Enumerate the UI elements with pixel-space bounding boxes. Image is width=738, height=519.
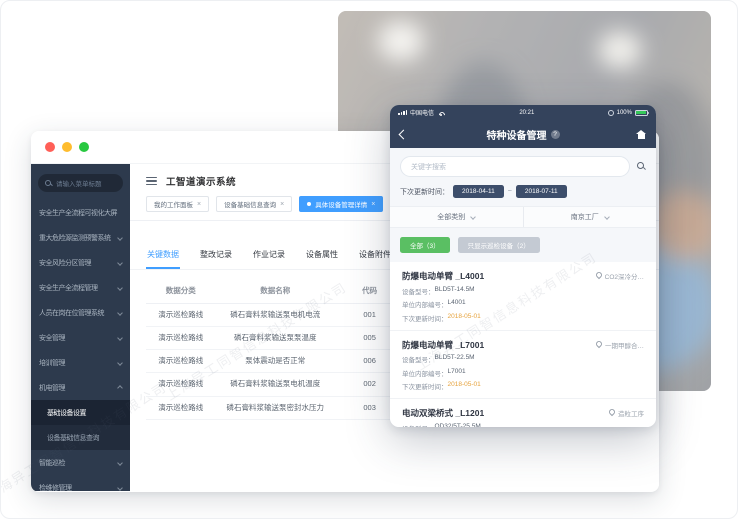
sidebar-item-safety-mgmt[interactable]: 安全管理: [31, 325, 130, 350]
equipment-title: 防爆电动单臂 _L7001: [402, 339, 485, 350]
col-data-name: 数据名称: [215, 278, 335, 304]
tab-work-records[interactable]: 作业记录: [253, 250, 285, 259]
tab-chip-device-info-query[interactable]: 设备基础信息查询 ×: [216, 196, 293, 212]
phone-nav-bar: 特种设备管理 ?: [390, 120, 656, 148]
chevron-down-icon: [117, 234, 123, 241]
active-dot-icon: [307, 202, 312, 206]
sidebar-item-risk-zone[interactable]: 安全风险分区管理: [31, 250, 130, 275]
chevron-down-icon: [117, 309, 123, 316]
chevron-down-icon: [470, 214, 477, 220]
equipment-card[interactable]: 电动双梁桥式 _L1201 造粒工序 设备型号：QD32/5T-25.5M 单位…: [390, 399, 656, 427]
chevron-up-icon: [117, 384, 123, 391]
model-value: BLD5T-14.5M: [434, 285, 475, 293]
close-window-button[interactable]: [45, 142, 55, 152]
clock-label: 20:21: [519, 109, 535, 116]
equipment-title: 电动双梁桥式 _L1201: [402, 408, 485, 418]
sidebar-search-placeholder: 请输入菜单标题: [56, 181, 102, 188]
chevron-down-icon: [603, 214, 610, 220]
chevron-down-icon: [117, 284, 123, 291]
equipment-location: CO2深冷分…: [596, 271, 644, 281]
close-icon[interactable]: ×: [280, 200, 285, 208]
next-update-value: 2018-05-01: [447, 312, 481, 320]
tab-device-attrs[interactable]: 设备属性: [306, 250, 338, 259]
filter-chips-row: 全部（3） 只显示巡检设备（2）: [400, 237, 646, 253]
dropdown-filter-row: 全部类别 南京工厂: [390, 206, 656, 228]
sidebar-item-smart-inspection[interactable]: 智能巡检: [31, 450, 130, 475]
sidebar-item-safety-process[interactable]: 安全生产全流程管理: [31, 275, 130, 300]
equipment-location: 造粒工序: [609, 408, 644, 418]
date-from-button[interactable]: 2018-04-11: [453, 185, 504, 198]
battery-icon: [634, 109, 650, 116]
date-separator: ~: [507, 188, 512, 195]
location-pin-icon: [596, 272, 602, 280]
wifi-icon: [437, 109, 446, 116]
sidebar-item-device-info-query[interactable]: 设备基础信息查询: [47, 434, 100, 442]
location-pin-icon: [596, 341, 602, 349]
sidebar-menu: 安全生产全流程可视化大屏 重大危险源监测预警系统 安全风险分区管理 安全生产全流…: [31, 200, 130, 491]
close-icon[interactable]: ×: [371, 200, 376, 208]
tab-chip-device-detail-active[interactable]: 具体设备管理详情 ×: [299, 196, 384, 212]
keyword-search-input[interactable]: 关键字搜索: [400, 156, 630, 177]
hamburger-menu-icon[interactable]: [146, 176, 157, 186]
home-icon[interactable]: [636, 129, 646, 139]
phone-page-title: 特种设备管理: [486, 130, 547, 142]
sidebar-item-training-mgmt[interactable]: 培训管理: [31, 350, 130, 375]
phone-status-bar: 中国电信 20:21 100%: [390, 105, 656, 120]
chevron-down-icon: [117, 259, 123, 266]
equipment-card-list: 防爆电动单臂 _L4001 CO2深冷分… 设备型号： BLD5T-14.5M 单…: [390, 262, 656, 427]
close-icon[interactable]: ×: [197, 200, 202, 208]
date-to-button[interactable]: 2018-07-11: [515, 185, 567, 198]
search-icon: [45, 179, 52, 187]
chevron-down-icon: [117, 359, 123, 366]
signal-icon: [398, 110, 407, 115]
chevron-down-icon: [117, 459, 123, 466]
model-value: QD32/5T-25.5M: [434, 422, 481, 428]
tab-chip-work-panel[interactable]: 我的工作面板 ×: [146, 196, 210, 212]
next-update-filter-label: 下次更新时间：: [400, 188, 449, 196]
factory-dropdown[interactable]: 南京工厂: [522, 207, 657, 227]
location-pin-icon: [609, 409, 615, 417]
maximize-window-button[interactable]: [79, 142, 89, 152]
filter-chip-all[interactable]: 全部（3）: [400, 237, 450, 253]
back-arrow-icon[interactable]: [398, 129, 409, 139]
col-data-category: 数据分类: [146, 278, 216, 304]
search-placeholder: 关键字搜索: [411, 163, 446, 171]
sidebar-item-visual-dashboard[interactable]: 安全生产全流程可视化大屏: [39, 209, 118, 217]
carrier-label: 中国电信: [410, 111, 435, 117]
alarm-icon: [607, 109, 614, 116]
tab-key-data[interactable]: 关键数据: [146, 243, 180, 269]
sidebar-search-input[interactable]: 请输入菜单标题: [38, 174, 123, 192]
sidebar: 请输入菜单标题 安全生产全流程可视化大屏 重大危险源监测预警系统 安全风险分区管…: [31, 164, 130, 491]
phone-body: 关键字搜索 下次更新时间： 2018-04-11 ~ 2018-07-11 全部…: [390, 148, 656, 427]
model-value: BLD5T-22.5M: [434, 354, 475, 361]
internal-code-value: L7001: [447, 367, 466, 375]
filter-chip-inspection-only[interactable]: 只显示巡检设备（2）: [457, 237, 540, 253]
mobile-app-panel: 中国电信 20:21 100% 特种设备管理 ? 关键字搜索: [390, 105, 656, 427]
equipment-location: 一期甲醇合…: [596, 340, 644, 350]
equipment-card[interactable]: 防爆电动单臂 _L4001 CO2深冷分… 设备型号： BLD5T-14.5M 单…: [390, 262, 656, 331]
search-icon[interactable]: [637, 162, 646, 171]
help-icon[interactable]: ?: [550, 129, 560, 139]
equipment-title: 防爆电动单臂 _L4001: [402, 271, 485, 281]
equipment-card[interactable]: 防爆电动单臂 _L7001 一期甲醇合… 设备型号： BLD5T-22.5M 单位…: [390, 331, 656, 399]
chevron-down-icon: [117, 484, 123, 491]
sidebar-item-basic-device-setup[interactable]: 基础设备设置: [31, 400, 130, 425]
tab-rectify-records[interactable]: 整改记录: [200, 250, 232, 259]
sidebar-item-mech-elec-mgmt[interactable]: 机电管理: [31, 375, 130, 400]
sidebar-item-maintenance-mgmt[interactable]: 检维修管理: [31, 475, 130, 491]
page-title: 工智道演示系统: [166, 177, 237, 188]
sidebar-submenu-mech-elec: 基础设备设置 设备基础信息查询: [31, 400, 130, 450]
sidebar-item-hazard-monitor[interactable]: 重大危险源监测预警系统: [31, 225, 130, 250]
next-update-value: 2018-05-01: [447, 381, 481, 388]
battery-percent-label: 100%: [616, 109, 632, 116]
internal-code-value: L4001: [447, 299, 466, 306]
minimize-window-button[interactable]: [62, 142, 72, 152]
chevron-down-icon: [117, 334, 123, 341]
sidebar-item-personnel-onduty[interactable]: 人员在岗在位管理系统: [31, 300, 130, 325]
category-dropdown[interactable]: 全部类别: [390, 207, 523, 227]
tab-device-attachments[interactable]: 设备附件: [359, 250, 391, 259]
